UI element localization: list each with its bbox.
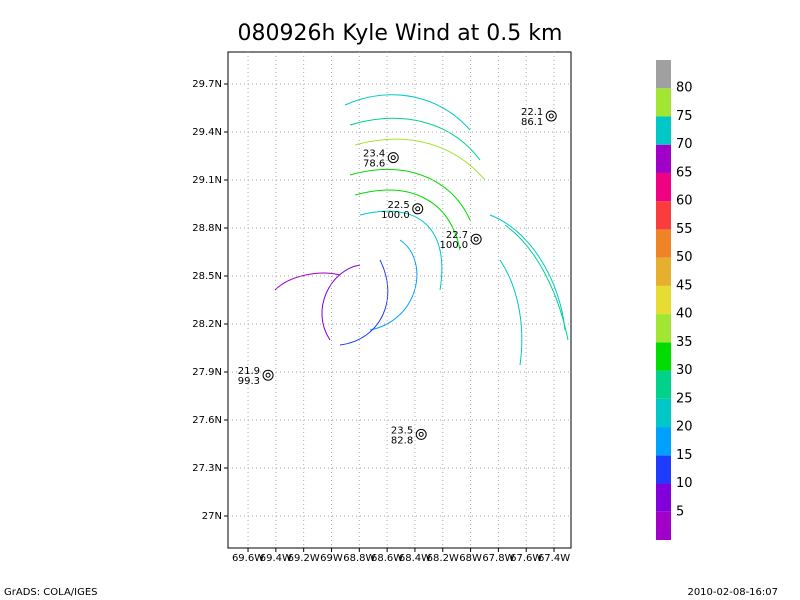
colorbar-label: 25 [676,391,693,406]
plot-frame [227,51,572,549]
streamline [354,138,486,181]
x-tick-label: 69W [320,553,343,564]
station-label: 99.3 [238,376,260,387]
station-marker-core [473,236,479,242]
x-tick-label: 67.8W [482,553,514,564]
x-tick-label: 69.2W [288,553,320,564]
y-tick-label: 27.6N [192,415,222,426]
colorbar-label: 30 [676,363,693,378]
y-tick-label: 29.7N [192,79,222,90]
station-marker [262,369,274,381]
streamline [359,210,443,291]
colorbar-box [656,455,671,484]
streamline [344,94,471,131]
colorbar-label: 40 [676,307,693,322]
x-tick-label: 68.8W [343,553,375,564]
colorbar-box [656,483,671,512]
colorbar-box [656,342,671,371]
station-label: 78.6 [363,159,385,170]
station-label: 22.7 [446,230,468,241]
station-label: 23.5 [391,425,413,436]
y-tick-label: 28.2N [192,319,222,330]
streamline [499,259,523,366]
station-marker [545,110,557,122]
colorbar-box [656,172,671,202]
colorbar-box [656,314,671,343]
colorbar-box [656,88,671,117]
station-marker [470,233,482,245]
x-tick-label: 67.6W [510,553,542,564]
colorbar-box [656,285,671,315]
x-tick-label: 68.4W [399,553,431,564]
station-marker-core [415,206,421,212]
streamline [489,214,566,331]
x-tick-label: 69.6W [232,553,264,564]
y-tick-label: 28.8N [192,223,222,234]
y-tick-label: 27.9N [192,367,222,378]
colorbar-label: 65 [676,165,693,180]
x-tick-label: 68W [459,553,482,564]
colorbar-label: 50 [676,250,693,265]
y-tick-label: 29.1N [192,175,222,186]
station-marker [387,152,399,164]
colorbar-box [656,229,671,258]
footer-left: GrADS: COLA/IGES [4,587,98,598]
station-marker [415,428,427,440]
colorbar-label: 5 [676,504,684,519]
streamline [321,264,361,341]
y-tick-label: 27.3N [192,463,222,474]
colorbar-box [656,427,671,456]
colorbar-label: 35 [676,335,693,350]
colorbar-label: 75 [676,109,693,124]
colorbar-label: 60 [676,194,693,209]
colorbar-label: 10 [676,476,693,491]
colorbar-box [656,116,671,145]
x-tick-label: 69.4W [260,553,292,564]
colorbar-label: 20 [676,420,693,435]
streamlines [274,94,569,366]
station-marker [412,203,424,215]
x-tick-label: 68.6W [371,553,403,564]
colorbar-box [656,257,671,286]
streamline [369,239,418,331]
station-label: 100.0 [439,240,468,251]
colorbar-box [656,511,671,540]
colorbar-label: 80 [676,81,693,96]
y-tick-label: 29.4N [192,127,222,138]
station-label: 21.9 [238,366,260,377]
streamline [274,272,341,291]
station-label: 86.1 [521,117,543,128]
footer-right: 2010-02-08-16:07 [687,587,778,598]
colorbar-box [656,370,671,399]
y-tick-label: 27N [202,511,222,522]
station-marker-core [265,372,271,378]
colorbar-label: 55 [676,222,693,237]
streamline [354,189,461,251]
colorbar-box [656,144,671,173]
streamline [339,259,389,346]
streamline [349,117,481,161]
station-marker-core [390,155,396,161]
colorbar-box [656,201,671,230]
colorbar-label: 70 [676,137,693,152]
station-label: 22.1 [521,107,543,118]
station-marker-core [418,431,424,437]
colorbar-label: 45 [676,278,693,293]
station-label: 100.0 [381,210,410,221]
y-tick-label: 28.5N [192,271,222,282]
x-tick-label: 68.2W [427,553,459,564]
streamline [349,168,471,221]
station-label: 82.8 [391,435,413,446]
streamline [504,224,569,341]
chart-title: 080926h Kyle Wind at 0.5 km [238,21,563,46]
colorbar-box [656,60,671,89]
colorbar-label: 15 [676,448,693,463]
station-marker-core [548,113,554,119]
station-label: 22.5 [387,200,409,211]
colorbar-box [656,398,671,428]
x-tick-label: 67.4W [538,553,570,564]
station-label: 23.4 [363,149,385,160]
